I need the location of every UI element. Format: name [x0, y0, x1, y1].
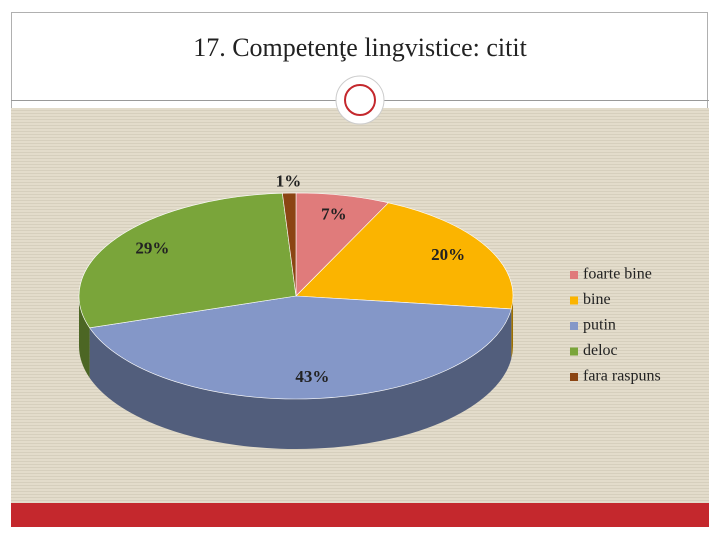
- legend-swatch: [570, 347, 578, 356]
- data-label: 43%: [295, 367, 329, 386]
- chart-title: 17. Competenţe lingvistice: citit: [193, 33, 527, 62]
- legend-swatch: [570, 373, 578, 381]
- slice-side: [89, 308, 512, 449]
- data-label: 7%: [321, 204, 347, 223]
- slice: [89, 295, 512, 400]
- ornament-circle: [344, 84, 376, 116]
- legend-swatch: [570, 322, 578, 330]
- ornament-ring: [335, 75, 385, 125]
- legend-label: bine: [583, 291, 611, 308]
- footer-bar: [11, 503, 709, 527]
- legend-swatch: [570, 296, 578, 305]
- slice-side: [511, 296, 513, 359]
- legend-label: foarte bine: [583, 266, 652, 283]
- slice: [295, 202, 514, 310]
- legend-label: putin: [583, 317, 616, 334]
- legend-label: fara raspuns: [583, 368, 661, 385]
- legend-swatch: [570, 271, 578, 279]
- slice: [78, 192, 297, 329]
- data-label: 20%: [431, 245, 465, 264]
- slice-side: [79, 296, 90, 378]
- slice: [282, 192, 297, 297]
- data-label: 29%: [135, 239, 169, 258]
- legend-label: deloc: [583, 342, 618, 359]
- data-label: 1%: [276, 172, 302, 191]
